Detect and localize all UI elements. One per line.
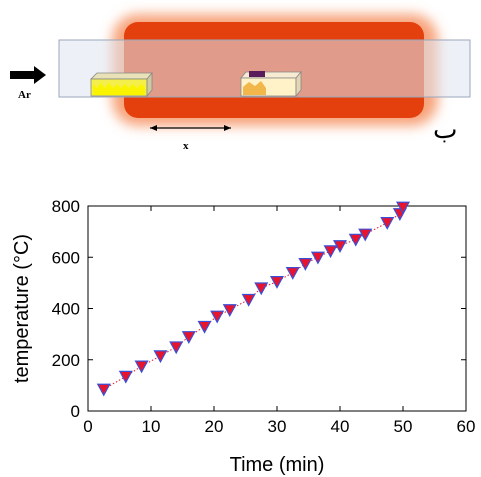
x-tick-label: 60 bbox=[457, 417, 476, 436]
data-point bbox=[298, 258, 313, 271]
x-tick-label: 40 bbox=[331, 417, 350, 436]
gas-label: Ar bbox=[18, 89, 31, 101]
y-tick-label: 600 bbox=[52, 248, 80, 267]
data-point bbox=[285, 267, 300, 280]
panel-label: ب bbox=[433, 115, 457, 145]
data-point bbox=[169, 341, 184, 355]
y-tick-label: 200 bbox=[52, 351, 80, 370]
boat-right bbox=[240, 70, 302, 98]
x-tick-label: 50 bbox=[394, 417, 413, 436]
data-point bbox=[380, 217, 395, 230]
y-tick-label: 0 bbox=[71, 402, 80, 421]
data-point bbox=[153, 350, 168, 364]
x-tick-label: 30 bbox=[268, 417, 287, 436]
data-point bbox=[395, 201, 411, 215]
x-tick-label: 20 bbox=[205, 417, 224, 436]
boat-left bbox=[90, 71, 153, 98]
y-axis-title: temperature (°C) bbox=[11, 234, 33, 383]
x-tick-label: 0 bbox=[83, 417, 92, 436]
data-point bbox=[181, 331, 196, 344]
data-point bbox=[210, 310, 225, 324]
data-point bbox=[134, 360, 149, 374]
data-point bbox=[348, 233, 363, 247]
furnace-schematic: Ar x ب bbox=[10, 14, 471, 152]
data-point bbox=[358, 228, 373, 242]
trend-line bbox=[103, 207, 404, 390]
data-point bbox=[254, 282, 269, 296]
data-point bbox=[310, 251, 325, 265]
x-tick-label: 10 bbox=[142, 417, 161, 436]
data-point bbox=[269, 275, 285, 289]
distance-label: x bbox=[183, 140, 189, 152]
plot-frame bbox=[87, 205, 467, 412]
y-tick-label: 400 bbox=[52, 300, 80, 319]
distance-indicator bbox=[150, 125, 231, 131]
data-point bbox=[118, 370, 133, 384]
x-axis-title: Time (min) bbox=[230, 454, 325, 476]
data-point bbox=[323, 245, 338, 259]
data-point bbox=[332, 240, 348, 253]
data-point bbox=[96, 383, 111, 397]
data-point bbox=[241, 293, 256, 307]
gas-flow-arrow-icon bbox=[10, 66, 46, 84]
data-point bbox=[197, 320, 212, 334]
y-tick-label: 800 bbox=[52, 197, 80, 216]
data-point bbox=[222, 304, 237, 318]
